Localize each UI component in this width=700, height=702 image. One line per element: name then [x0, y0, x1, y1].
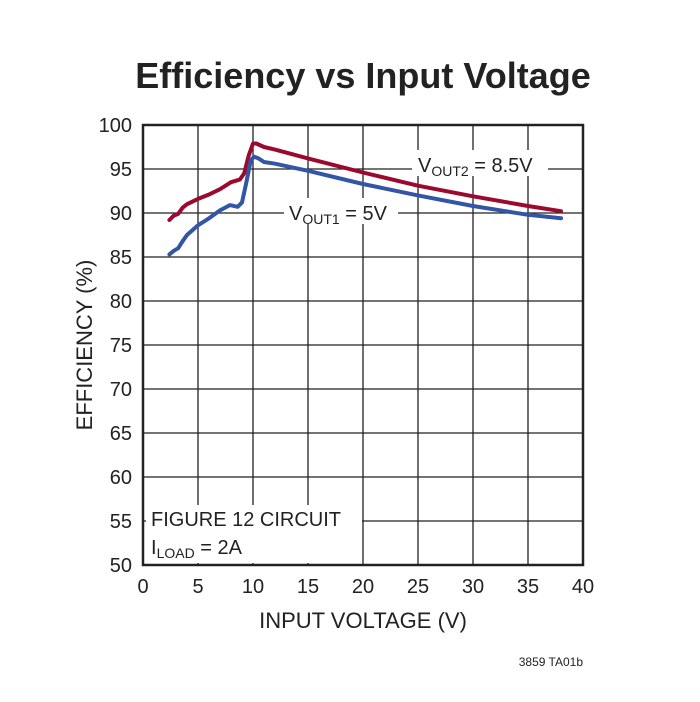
y-tick-label: 55 — [110, 511, 132, 533]
y-tick-label: 50 — [110, 555, 132, 577]
x-tick-label: 0 — [137, 576, 148, 598]
label-bg — [412, 150, 548, 176]
annotation-iload: ILOAD = 2A — [151, 537, 243, 561]
y-tick-label: 65 — [110, 423, 132, 445]
x-tick-label: 25 — [407, 576, 429, 598]
y-tick-label: 95 — [110, 159, 132, 181]
series-line-vout2 — [167, 141, 563, 222]
y-tick-label: 100 — [99, 115, 132, 137]
series-line-vout1 — [167, 154, 563, 257]
y-tick-label: 60 — [110, 467, 132, 489]
x-axis-label: INPUT VOLTAGE (V) — [259, 608, 467, 633]
annotation-bg — [146, 505, 362, 563]
series-label-vout1: VOUT1 = 5V — [289, 203, 388, 227]
plot-frame — [141, 123, 585, 567]
y-tick-label: 80 — [110, 291, 132, 313]
x-tick-label: 15 — [297, 576, 319, 598]
y-tick-label: 85 — [110, 247, 132, 269]
chart-title: Efficiency vs Input Voltage — [135, 55, 590, 96]
y-tick-label: 70 — [110, 379, 132, 401]
y-tick-label: 75 — [110, 335, 132, 357]
label-bg — [284, 198, 398, 224]
annotation-circuit: FIGURE 12 CIRCUIT — [151, 509, 341, 531]
x-tick-label: 40 — [572, 576, 594, 598]
x-tick-label: 10 — [242, 576, 264, 598]
series-label-vout2: VOUT2 = 8.5V — [418, 155, 533, 179]
x-tick-label: 20 — [352, 576, 374, 598]
x-tick-label: 30 — [462, 576, 484, 598]
figure-code: 3859 TA01b — [519, 655, 584, 669]
x-tick-label: 35 — [517, 576, 539, 598]
y-tick-label: 90 — [110, 203, 132, 225]
x-tick-label: 5 — [192, 576, 203, 598]
y-axis-label: EFFICIENCY (%) — [72, 260, 97, 431]
